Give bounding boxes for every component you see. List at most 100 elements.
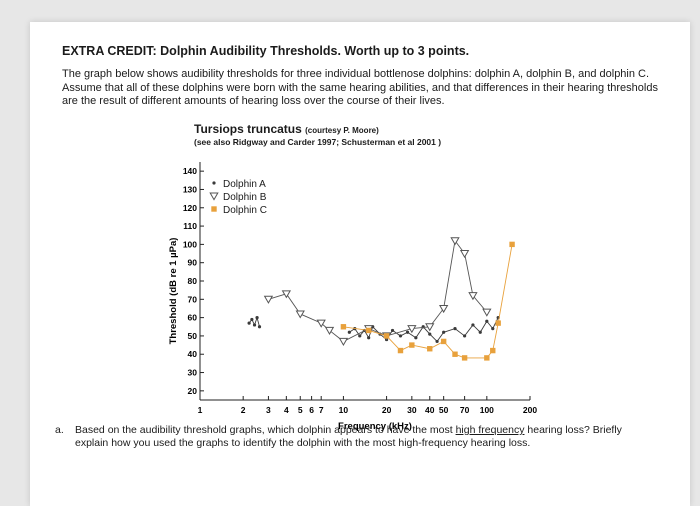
question-text-end: hearing loss? Briefly explain how you us… (75, 424, 622, 449)
data-point-dolphin-b (281, 290, 292, 299)
data-point-dolphin-c (484, 355, 490, 361)
y-tick-label: 50 (188, 331, 198, 341)
chart-legend: Dolphin A Dolphin B Dolphin C (209, 179, 267, 216)
x-tick-label: 30 (407, 405, 417, 415)
data-point-dolphin-b (209, 192, 219, 201)
data-point-dolphin-a (212, 181, 216, 185)
data-point-dolphin-c (461, 355, 468, 361)
chart-series (247, 237, 515, 361)
data-point-dolphin-c (211, 206, 217, 212)
x-tick-label: 7 (319, 405, 324, 415)
data-point-dolphin-c (397, 347, 404, 354)
y-tick-label: 90 (188, 258, 198, 268)
data-point-dolphin-c (509, 241, 515, 248)
data-point-dolphin-a (405, 330, 410, 334)
data-point-dolphin-a (367, 336, 371, 340)
y-axis-label: Threshold (dB re 1 µPa) (168, 238, 179, 345)
data-point-dolphin-b (438, 304, 449, 314)
data-point-dolphin-a (478, 330, 482, 334)
x-tick-label: 1 (198, 405, 203, 415)
data-point-dolphin-b (482, 308, 492, 317)
legend-label: Dolphin C (223, 205, 267, 216)
y-tick-label: 140 (183, 166, 197, 176)
data-point-dolphin-c (340, 324, 347, 330)
data-point-dolphin-c (383, 333, 390, 339)
data-point-dolphin-a (485, 319, 489, 323)
question-text-start: Based on the audibility threshold graphs… (75, 424, 456, 436)
data-point-dolphin-b (324, 326, 335, 336)
intro-paragraph: The graph below shows audibility thresho… (62, 68, 658, 107)
data-point-dolphin-c (490, 347, 496, 354)
data-point-dolphin-a (255, 316, 259, 320)
data-point-dolphin-b (295, 310, 305, 319)
data-point-dolphin-a (414, 336, 418, 340)
data-point-dolphin-b (468, 292, 478, 301)
x-tick-label: 70 (460, 405, 470, 415)
data-point-dolphin-a (347, 330, 351, 334)
y-tick-label: 120 (183, 203, 197, 213)
worksheet-page: EXTRA CREDIT: Dolphin Audibility Thresho… (30, 22, 690, 506)
data-point-dolphin-b (407, 325, 417, 334)
x-tick-label: 2 (241, 405, 246, 415)
y-tick-label: 110 (183, 221, 197, 231)
data-point-dolphin-c (409, 342, 415, 348)
chart-title: Tursiops truncatus (courtesy P. Moore) (194, 122, 379, 136)
data-point-dolphin-b (450, 237, 460, 246)
x-tick-label: 200 (523, 405, 537, 415)
data-point-dolphin-c (440, 338, 447, 345)
y-tick-label: 130 (183, 184, 197, 194)
x-tick-label: 100 (480, 405, 494, 415)
data-point-dolphin-a (252, 323, 257, 327)
chart-title-text: Tursiops truncatus (194, 122, 302, 136)
y-tick-label: 40 (188, 349, 198, 359)
dolphin-b-line (268, 239, 488, 342)
x-tick-label: 40 (425, 405, 435, 415)
question-a: a. Based on the audibility threshold gra… (55, 424, 635, 450)
y-tick-label: 100 (183, 239, 197, 249)
legend-label: Dolphin B (223, 192, 267, 203)
x-tick-label: 50 (439, 405, 449, 415)
data-point-dolphin-c (365, 327, 372, 334)
data-point-dolphin-a (428, 332, 432, 336)
x-axis-label: Frequency (kHz) (338, 421, 412, 432)
x-tick-label: 4 (284, 405, 289, 415)
data-point-dolphin-a (453, 327, 457, 331)
data-point-dolphin-b (338, 337, 349, 347)
data-point-dolphin-a (250, 317, 254, 322)
x-tick-label: 20 (382, 405, 392, 415)
data-point-dolphin-b (263, 295, 274, 304)
y-tick-label: 20 (188, 386, 198, 396)
chart-subtitle: (see also Ridgway and Carder 1997; Schus… (194, 137, 442, 147)
data-point-dolphin-b (459, 250, 470, 259)
data-point-dolphin-a (247, 321, 251, 325)
x-tick-label: 6 (309, 405, 314, 415)
data-point-dolphin-a (463, 334, 467, 338)
data-point-dolphin-c (495, 320, 501, 326)
question-highlight: high frequency (455, 424, 525, 436)
legend-label: Dolphin A (223, 179, 266, 190)
y-tick-label: 70 (188, 294, 198, 304)
data-point-dolphin-a (491, 327, 495, 331)
data-point-dolphin-a (358, 334, 362, 338)
data-point-dolphin-a (390, 328, 395, 333)
data-point-dolphin-c (427, 346, 433, 352)
data-point-dolphin-a (257, 325, 262, 329)
data-point-dolphin-a (398, 334, 403, 338)
y-tick-label: 60 (188, 313, 198, 323)
data-point-dolphin-b (425, 323, 435, 332)
chart-axes: 20 30 40 50 60 70 80 90 100 110 120 130 140 1 2 3 4 5 6 7 10… (168, 162, 537, 432)
y-tick-label: 80 (188, 276, 198, 286)
question-number: a. (55, 424, 64, 436)
data-point-dolphin-b (316, 319, 326, 328)
data-point-dolphin-c (452, 351, 458, 357)
data-point-dolphin-a (435, 339, 439, 344)
data-point-dolphin-a (442, 330, 446, 334)
x-tick-label: 3 (266, 405, 271, 415)
data-point-dolphin-a (471, 323, 475, 327)
dolphin-c-line (343, 244, 513, 359)
chart-title-credit: (courtesy P. Moore) (305, 126, 379, 135)
x-tick-label: 5 (298, 405, 303, 415)
x-tick-label: 10 (339, 405, 349, 415)
y-tick-label: 30 (188, 368, 198, 378)
